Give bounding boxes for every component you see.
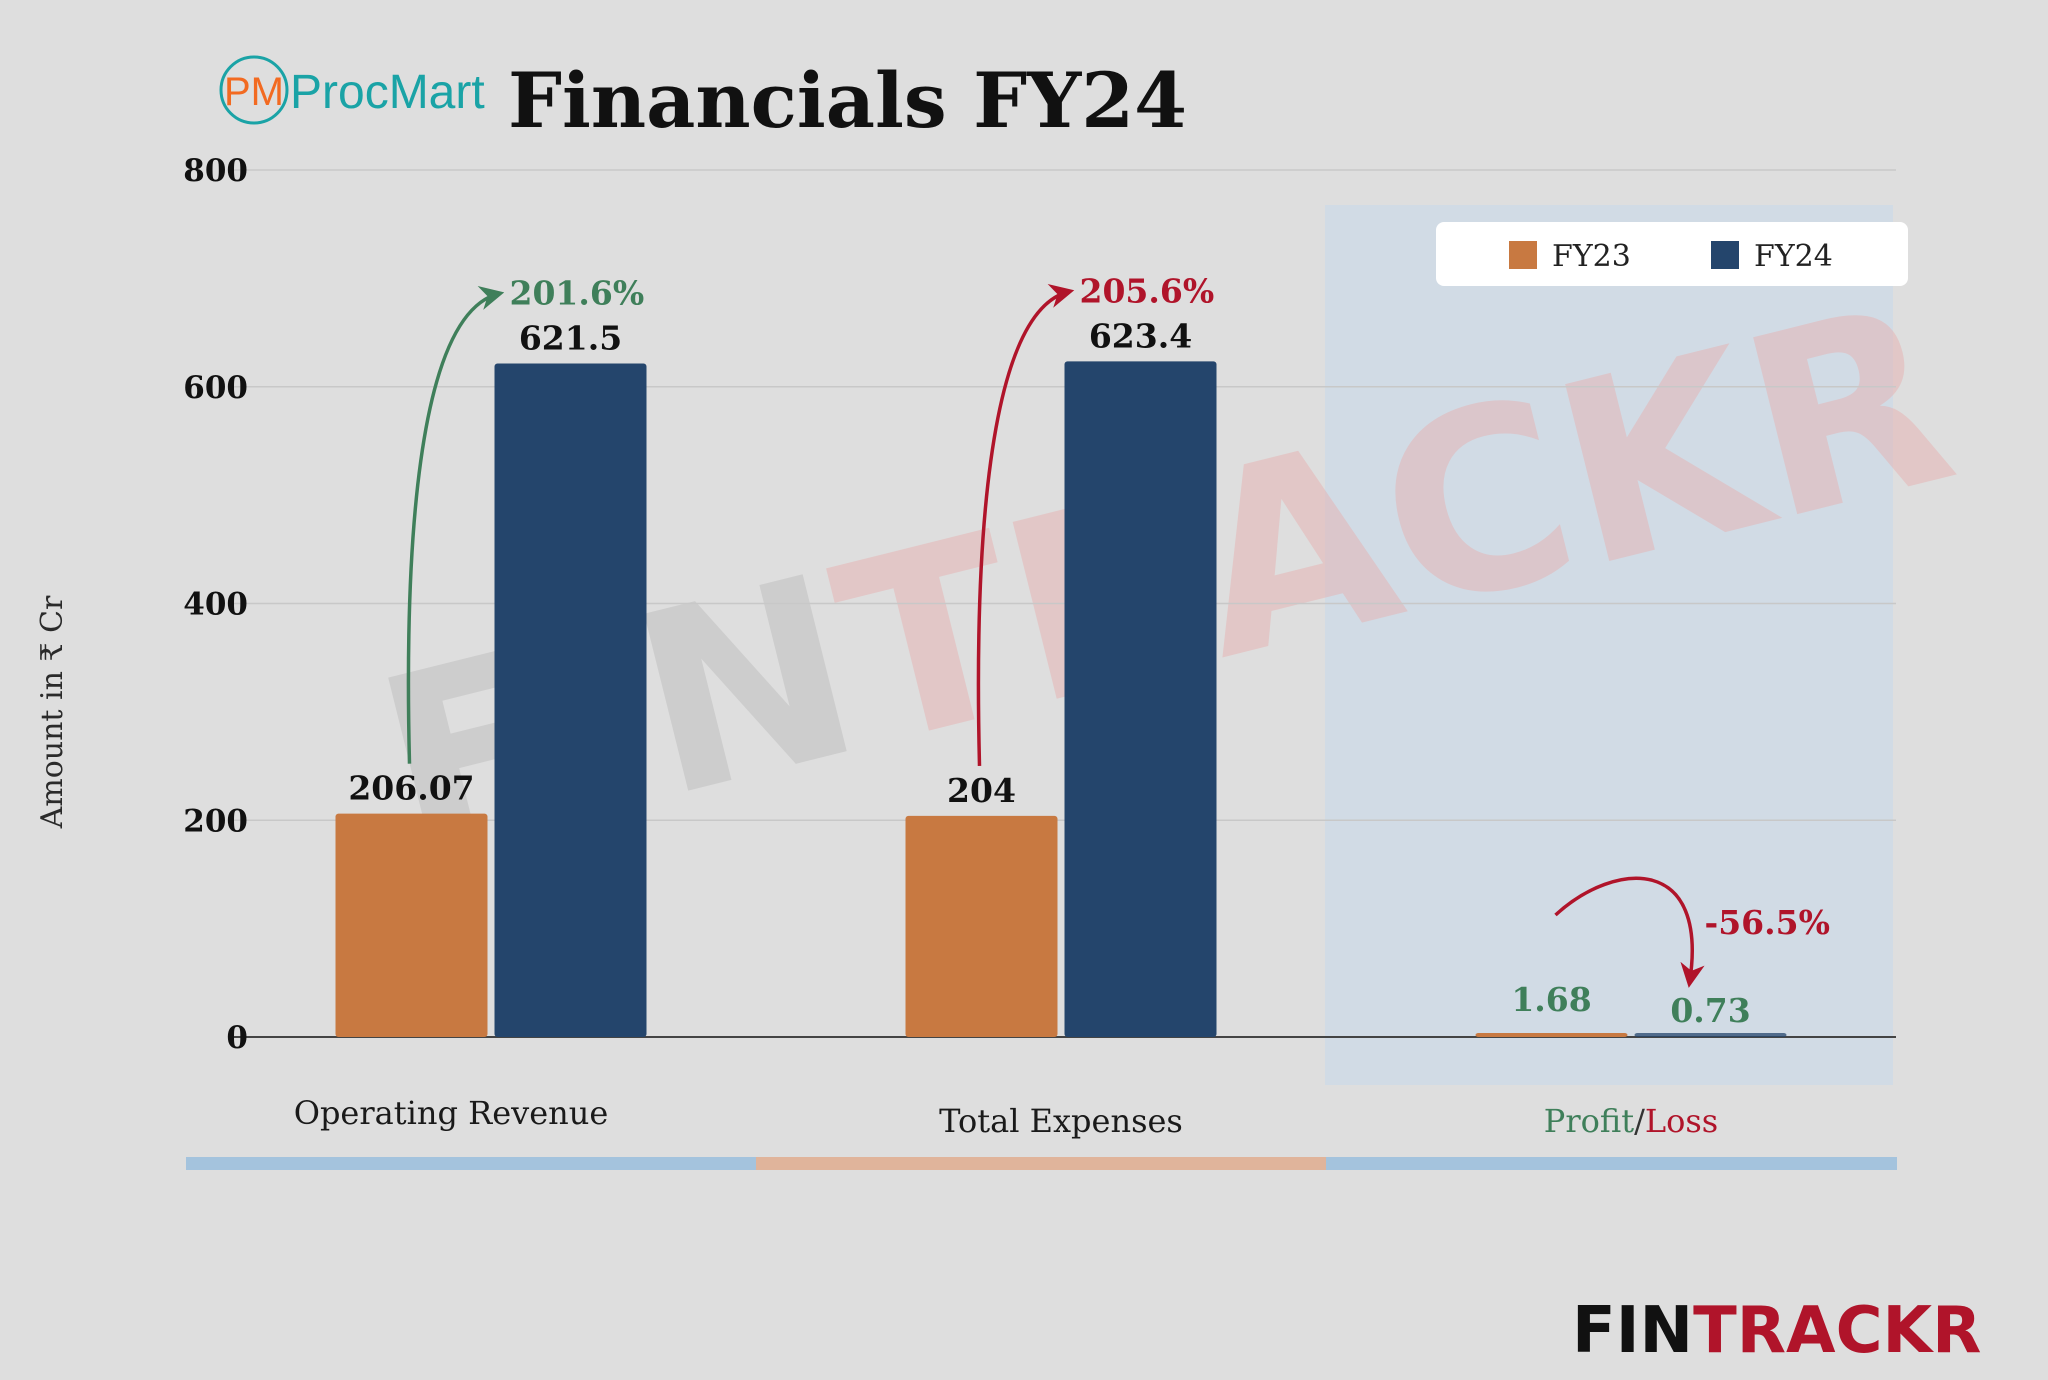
legend-swatch-fy24 <box>1711 241 1739 269</box>
change-arrow <box>976 284 1075 766</box>
change-arrow <box>406 286 505 764</box>
legend-swatch-fy23 <box>1509 241 1537 269</box>
y-axis-ticks: 0 200 400 600 800 <box>183 153 248 1056</box>
page-title: Financials FY24 <box>508 56 1187 145</box>
logo-circle <box>219 55 289 125</box>
category-band <box>186 1157 757 1170</box>
bar <box>905 815 1058 1037</box>
x-category-label-part: / <box>1634 1102 1645 1140</box>
footer-brand-fin: FIN <box>1572 1294 1693 1368</box>
bars <box>335 361 1787 1038</box>
y-tick-label: 800 <box>183 153 248 189</box>
x-category-label-part: Loss <box>1645 1102 1718 1140</box>
category-bands <box>186 1157 1897 1170</box>
category-band <box>1326 1157 1897 1170</box>
change-arrows: 201.6% 205.6% -56.5% <box>406 271 1830 988</box>
data-label: 206.07 <box>348 769 474 808</box>
bar <box>1634 1033 1787 1037</box>
profit-highlight-panel <box>1325 205 1893 1085</box>
logo-text: ProcMart <box>290 66 485 119</box>
x-category-label-part: Profit <box>1544 1102 1634 1140</box>
x-category-label: Profit/Loss <box>1544 1102 1718 1140</box>
data-label: 0.73 <box>1670 991 1750 1030</box>
change-label: 201.6% <box>510 273 645 312</box>
procmart-logo: PM ProcMart <box>219 55 485 125</box>
data-label: 204 <box>947 771 1016 810</box>
x-axis-categories: Operating Revenue Total Expenses Profit/Lo… <box>294 1094 1719 1140</box>
y-tick-label: 0 <box>226 1020 248 1056</box>
footer-brand: FINTRACKR <box>1572 1294 1981 1368</box>
logo-initials: PM <box>224 70 284 114</box>
y-tick-label: 600 <box>183 370 248 406</box>
bar <box>1475 1033 1628 1037</box>
change-label: 205.6% <box>1080 271 1215 310</box>
bar <box>335 813 488 1037</box>
legend-label-fy23: FY23 <box>1552 239 1631 274</box>
category-band <box>756 1157 1327 1170</box>
change-label: -56.5% <box>1705 903 1830 942</box>
legend-label-fy24: FY24 <box>1754 239 1833 274</box>
legend-box <box>1436 222 1908 286</box>
legend: FY23 FY24 <box>1436 222 1908 286</box>
data-label: 621.5 <box>519 318 622 357</box>
change-arrow <box>1554 876 1705 988</box>
bar <box>494 363 647 1038</box>
footer-brand-trackr: TRACKR <box>1693 1294 1981 1368</box>
bar <box>1064 361 1217 1037</box>
y-tick-label: 400 <box>183 587 248 623</box>
data-label: 1.68 <box>1511 980 1591 1019</box>
x-category-label: Operating Revenue <box>294 1094 609 1132</box>
y-axis-label: Amount in ₹ Cr <box>35 595 70 829</box>
y-tick-label: 200 <box>183 803 248 839</box>
x-category-label: Total Expenses <box>939 1102 1183 1140</box>
data-labels: 206.07 621.5 204 623.4 1.68 0.73 <box>348 316 1750 1030</box>
data-label: 623.4 <box>1089 316 1192 355</box>
